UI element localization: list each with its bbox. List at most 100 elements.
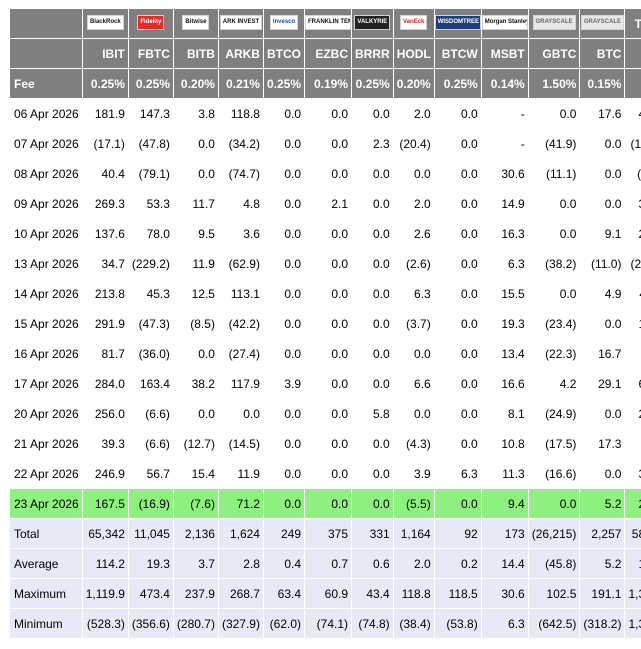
vaneck-logo: VanEck [400,14,428,30]
flow-value: 34.7 [82,249,128,278]
bitwise-logo: Bitwise [182,14,210,30]
flow-value: 15.4 [173,459,218,488]
flow-value: 11.9 [173,249,218,278]
flow-value: 0.0 [352,189,393,218]
summary-value: 92 [434,519,481,548]
flow-value: 30.6 [481,159,528,188]
flow-value: 17.6 [580,99,625,128]
fee-value: 0.25% [128,69,173,98]
logo-cell: Bitwise [173,9,218,38]
flow-value: 0.0 [352,309,393,338]
row-total: 411.4 [625,279,641,308]
fee-value: 0.20% [173,69,218,98]
flow-value: 3.9 [263,369,305,398]
logo-cell: WISDOMTREE [434,9,481,38]
ticker-header: BRRR [352,39,393,68]
flow-value: 0.0 [580,189,625,218]
flow-value: 0.0 [263,249,305,278]
flow-value: 0.0 [173,159,218,188]
summary-value: 191.1 [580,579,625,608]
summary-label: Minimum [10,609,82,638]
summary-label: Maximum [10,579,82,608]
flow-value: (5.5) [393,489,434,518]
flow-value: 167.5 [82,489,128,518]
flow-value: (23.4) [528,309,580,338]
flow-value: (229.2) [128,249,173,278]
logo-row: BlackRock Fidelity Bitwise ARK INVEST In… [10,9,641,38]
flow-value: 2.0 [393,99,434,128]
summary-value: (528.3) [82,609,128,638]
summary-value: 0.2 [434,549,481,578]
flow-value: 0.0 [434,159,481,188]
summary-total: 1,373.8 [625,579,641,608]
ticker-corner [10,39,82,68]
flow-value: 15.5 [481,279,528,308]
flow-value: 0.0 [305,99,352,128]
summary-value: 30.6 [481,579,528,608]
bitcoin-etf-flows-table: BlackRock Fidelity Bitwise ARK INVEST In… [9,8,641,639]
row-total: 186.1 [625,309,641,338]
summary-value: 249 [263,519,305,548]
flow-value: 40.4 [82,159,128,188]
flow-value: (11.0) [580,249,625,278]
table-row: 13 Apr 2026 34.7 (229.2) 11.9 (62.9) 0.0 0.0 0.… [10,249,641,278]
flow-value: 0.0 [263,279,305,308]
flow-value: 0.0 [305,219,352,248]
flow-value: (34.2) [218,129,263,158]
flow-value: 78.0 [128,219,173,248]
flow-value: 0.0 [173,339,218,368]
row-date: 07 Apr 2026 [10,129,82,158]
flow-value: 0.0 [434,279,481,308]
flow-value: (62.9) [218,249,263,278]
table-row: 08 Apr 2026 40.4 (79.1) 0.0 (74.7) 0.0 0.0 0.0 0… [10,159,641,188]
flow-value: 0.0 [263,219,305,248]
row-date: 06 Apr 2026 [10,99,82,128]
summary-value: 5.2 [580,549,625,578]
flow-value: 0.0 [263,189,305,218]
flow-value: 71.2 [218,489,263,518]
flow-value: 0.0 [352,429,393,458]
flow-value: 0.0 [263,489,305,518]
flow-value: (47.3) [128,309,173,338]
flow-value: 181.9 [82,99,128,128]
flow-value: (22.3) [528,339,580,368]
flow-value: 2.1 [305,189,352,218]
summary-total: 58,573 [625,519,641,548]
summary-value: (62.0) [263,609,305,638]
flow-value: 11.3 [481,459,528,488]
logo-cell: VanEck [393,9,434,38]
summary-value: 331 [352,519,393,548]
summary-value: 118.5 [434,579,481,608]
flow-value: 0.0 [580,309,625,338]
flow-value: (17.5) [528,429,580,458]
flow-value: (41.9) [528,129,580,158]
flow-value: 3.8 [173,99,218,128]
flow-value: (17.1) [82,129,128,158]
ticker-header: EZBC [305,39,352,68]
flow-value: 29.1 [580,369,625,398]
wisdomtree-logo: WISDOMTREE [434,14,481,30]
fee-value: 1.50% [528,69,580,98]
row-total: 358.1 [625,189,641,218]
table-row: 10 Apr 2026 137.6 78.0 9.5 3.6 0.0 0.0 0.0 2.6 0.… [10,219,641,248]
summary-value: 114.2 [82,549,128,578]
flow-value: 9.4 [481,489,528,518]
summary-value: (45.8) [528,549,580,578]
flow-value: 0.0 [263,429,305,458]
flow-value: 0.0 [263,309,305,338]
flow-value: 0.0 [352,459,393,488]
flow-value: 147.3 [128,99,173,128]
flow-value: 0.0 [305,309,352,338]
flow-value: 0.0 [528,279,580,308]
flow-value: 53.3 [128,189,173,218]
flow-value: 56.7 [128,459,173,488]
logo-cell: GRAYSCALE [580,9,625,38]
row-date: 14 Apr 2026 [10,279,82,308]
flow-value: 284.0 [82,369,128,398]
ark-logo: ARK INVEST [219,14,263,30]
summary-value: 2.8 [218,549,263,578]
summary-row: Minimum (528.3) (356.6) (280.7) (327.9) (62.0… [10,609,641,638]
summary-value: 11,045 [128,519,173,548]
grayscale-logo: GRAYSCALE [532,14,576,30]
table-row: 20 Apr 2026 256.0 (6.6) 0.0 0.0 0.0 0.0 5.8 0.0 0… [10,399,641,428]
